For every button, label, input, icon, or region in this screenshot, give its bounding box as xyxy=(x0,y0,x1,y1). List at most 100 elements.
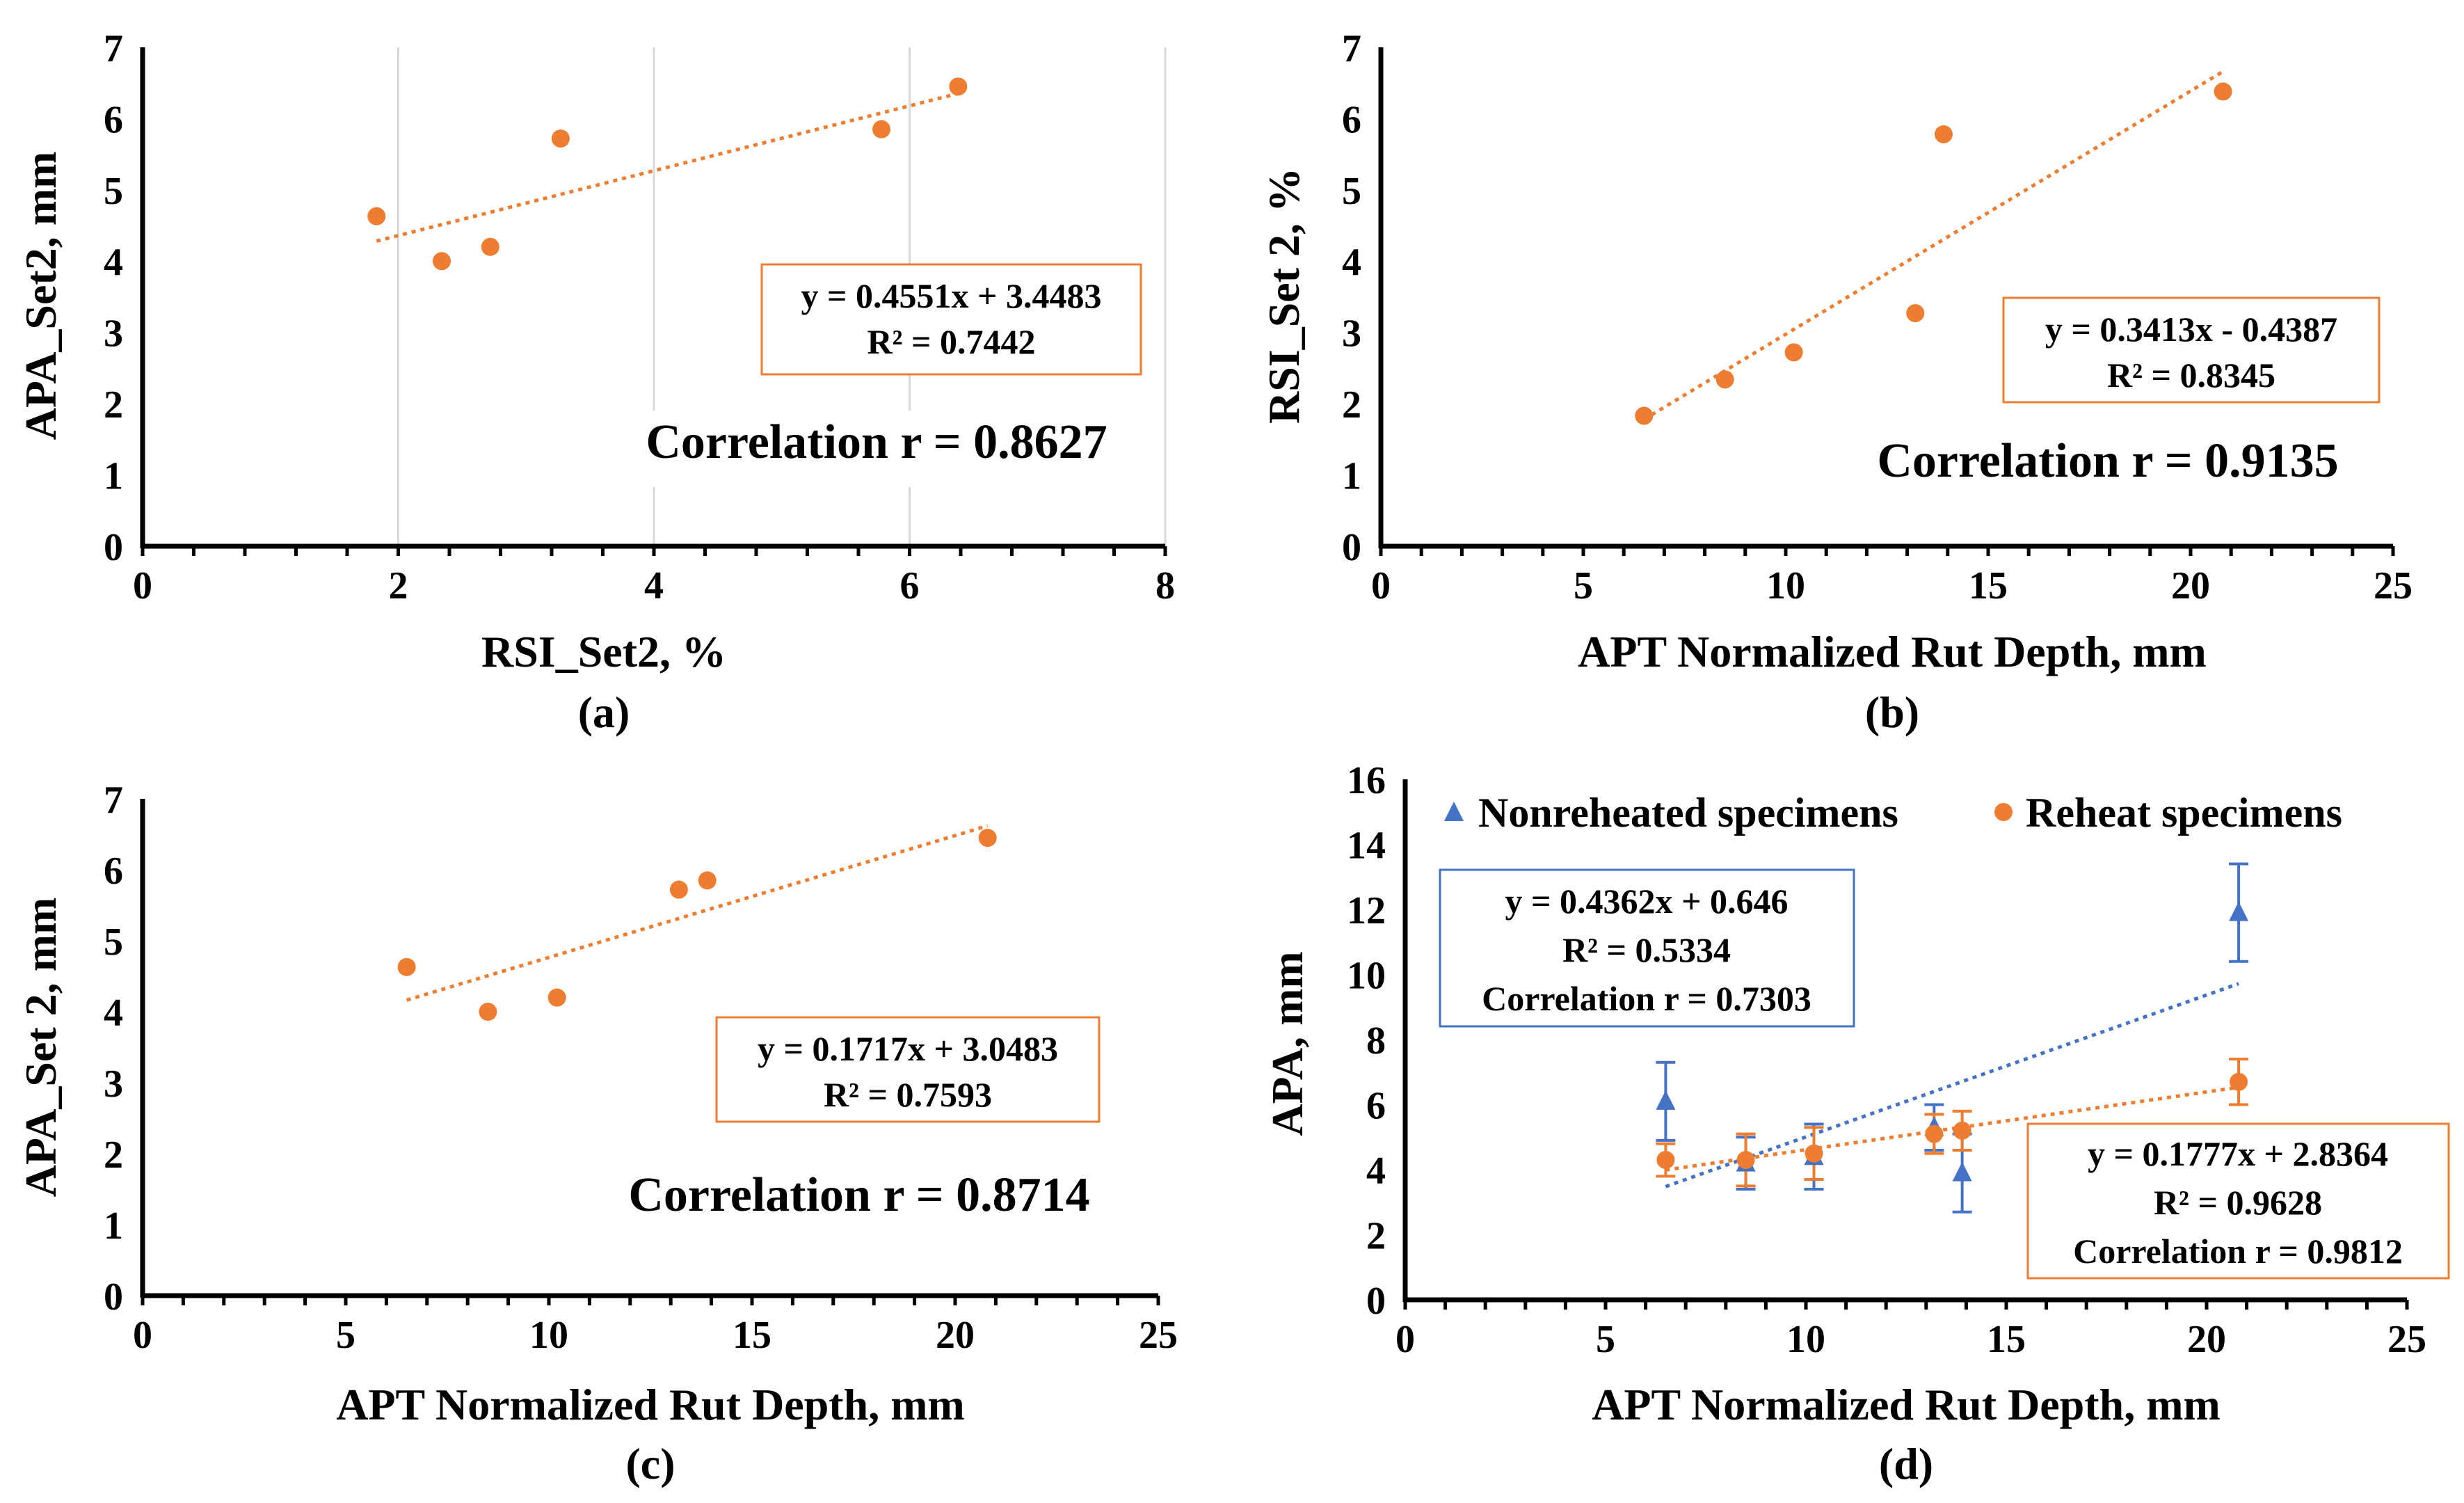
x-tick-label: 5 xyxy=(1574,564,1593,607)
x-tick-label: 5 xyxy=(1596,1318,1615,1361)
y-axis-title: APA, mm xyxy=(1263,951,1312,1136)
x-tick-label: 0 xyxy=(1395,1318,1415,1361)
correlation-line-reheat: Correlation r = 0.9812 xyxy=(2073,1232,2403,1271)
data-point xyxy=(551,129,570,148)
annotation-background xyxy=(553,1162,1158,1239)
y-tick-label: 12 xyxy=(1347,889,1386,932)
x-axis-title: APT Normalized Rut Depth, mm xyxy=(1592,1380,2221,1429)
data-point xyxy=(698,871,717,890)
x-tick-label: 4 xyxy=(644,564,664,607)
y-axis-title: APA_Set 2, mm xyxy=(16,898,65,1198)
equation-box-nonreheated xyxy=(1439,868,1855,1028)
y-tick-label: 7 xyxy=(1342,27,1361,70)
x-tick-label: 25 xyxy=(1139,1314,1178,1357)
y-tick-label: 8 xyxy=(1366,1019,1386,1063)
y-tick-label: 3 xyxy=(104,312,123,356)
data-point xyxy=(1736,1150,1755,1169)
x-tick-label: 20 xyxy=(2171,564,2210,607)
equation-line: y = 0.3413x - 0.4387 xyxy=(2045,310,2337,349)
trendline xyxy=(1643,70,2224,421)
y-tick-label: 14 xyxy=(1347,825,1386,868)
x-tick-label: 20 xyxy=(2187,1318,2226,1361)
y-tick-label: 3 xyxy=(1342,312,1361,356)
data-point xyxy=(978,829,997,848)
data-point xyxy=(481,237,499,256)
y-tick-label: 2 xyxy=(104,1134,123,1177)
x-tick-label: 6 xyxy=(900,564,920,607)
x-axis-title: APT Normalized Rut Depth, mm xyxy=(336,1380,965,1429)
data-point xyxy=(432,252,451,271)
data-point xyxy=(1906,304,1925,323)
y-tick-label: 6 xyxy=(104,98,123,141)
x-tick-label: 10 xyxy=(1766,564,1805,607)
equation-box xyxy=(2002,296,2381,404)
r-squared-line: R² = 0.8345 xyxy=(2107,356,2275,395)
trendline xyxy=(1665,982,2239,1188)
r-squared-line-reheat: R² = 0.9628 xyxy=(2154,1183,2322,1222)
y-tick-label: 0 xyxy=(104,526,123,569)
data-point xyxy=(1805,1144,1823,1163)
data-point-triangle xyxy=(1656,1090,1676,1110)
correlation-line-nonreheated: Correlation r = 0.7303 xyxy=(1482,979,1811,1018)
data-point-triangle xyxy=(1952,1161,1972,1182)
equation-line: y = 0.1717x + 3.0483 xyxy=(758,1029,1058,1068)
annotation-background xyxy=(577,411,1162,487)
y-tick-label: 4 xyxy=(104,241,123,284)
data-point xyxy=(669,880,688,899)
legend-label-reheat: Reheat specimens xyxy=(2026,790,2342,836)
equation-box xyxy=(715,1016,1101,1123)
x-tick-label: 25 xyxy=(2374,564,2413,607)
data-point xyxy=(1934,125,1953,143)
data-point xyxy=(1953,1121,1971,1140)
panel-label: (c) xyxy=(625,1439,675,1488)
data-point xyxy=(397,957,416,976)
data-point xyxy=(479,1003,497,1021)
y-tick-label: 2 xyxy=(104,383,123,427)
panel-a: 0 2 4 6 8 0 1 2 3 4 5 6 7 RSI_Set2, % APA_Set2, mm (… xyxy=(16,27,1175,737)
y-tick-label: 7 xyxy=(104,27,123,70)
legend: Nonreheated specimens Reheat specimens xyxy=(1444,790,2342,836)
trendline xyxy=(1665,1086,2239,1172)
trendline xyxy=(406,824,989,1002)
y-tick-label: 6 xyxy=(1342,98,1361,141)
data-point xyxy=(1635,406,1654,425)
correlation-annotation: Correlation r = 0.8627 xyxy=(646,415,1107,469)
data-point xyxy=(872,120,891,138)
y-tick-label: 5 xyxy=(104,921,123,964)
y-tick-label: 4 xyxy=(1366,1150,1386,1193)
trendline xyxy=(376,91,959,243)
x-tick-label: 20 xyxy=(936,1314,975,1357)
y-tick-label: 4 xyxy=(1342,241,1361,284)
data-point xyxy=(547,988,566,1007)
equation-line-reheat: y = 0.1777x + 2.8364 xyxy=(2088,1134,2388,1173)
r-squared-line: R² = 0.7442 xyxy=(867,322,1035,361)
equation-line: y = 0.4551x + 3.4483 xyxy=(801,276,1102,315)
r-squared-line-nonreheated: R² = 0.5334 xyxy=(1562,930,1731,969)
x-tick-label: 0 xyxy=(133,564,152,607)
panel-b: 0 5 10 15 20 25 0 1 2 3 4 5 6 7 APT Normalized Rut De… xyxy=(1259,27,2413,737)
panel-c: 0 5 10 15 20 25 0 1 2 3 4 5 6 7 APT Normalized Rut De… xyxy=(16,779,1178,1488)
r-squared-line: R² = 0.7593 xyxy=(824,1075,992,1114)
y-tick-label: 0 xyxy=(1366,1280,1386,1323)
legend-circle-marker xyxy=(1994,803,2013,821)
data-point xyxy=(2230,1072,2248,1091)
y-tick-label: 5 xyxy=(1342,170,1361,213)
equation-box-reheat xyxy=(2026,1122,2450,1280)
y-tick-label: 16 xyxy=(1347,759,1386,802)
x-tick-label: 15 xyxy=(1969,564,2008,607)
data-point xyxy=(367,207,386,225)
correlation-annotation: Correlation r = 0.9135 xyxy=(1877,434,2338,488)
panel-label: (a) xyxy=(578,687,630,737)
y-tick-label: 10 xyxy=(1347,955,1386,998)
y-tick-label: 6 xyxy=(1366,1085,1386,1128)
equation-box xyxy=(760,263,1142,376)
y-tick-label: 0 xyxy=(1342,526,1361,569)
x-tick-label: 5 xyxy=(336,1314,355,1357)
y-tick-label: 0 xyxy=(104,1275,123,1319)
x-tick-label: 8 xyxy=(1155,564,1175,607)
correlation-annotation: Correlation r = 0.8714 xyxy=(628,1168,1089,1222)
legend-triangle-icon xyxy=(1444,802,1464,821)
y-tick-label: 1 xyxy=(104,455,123,498)
panel-label: (d) xyxy=(1879,1439,1933,1488)
data-point xyxy=(1656,1150,1675,1169)
